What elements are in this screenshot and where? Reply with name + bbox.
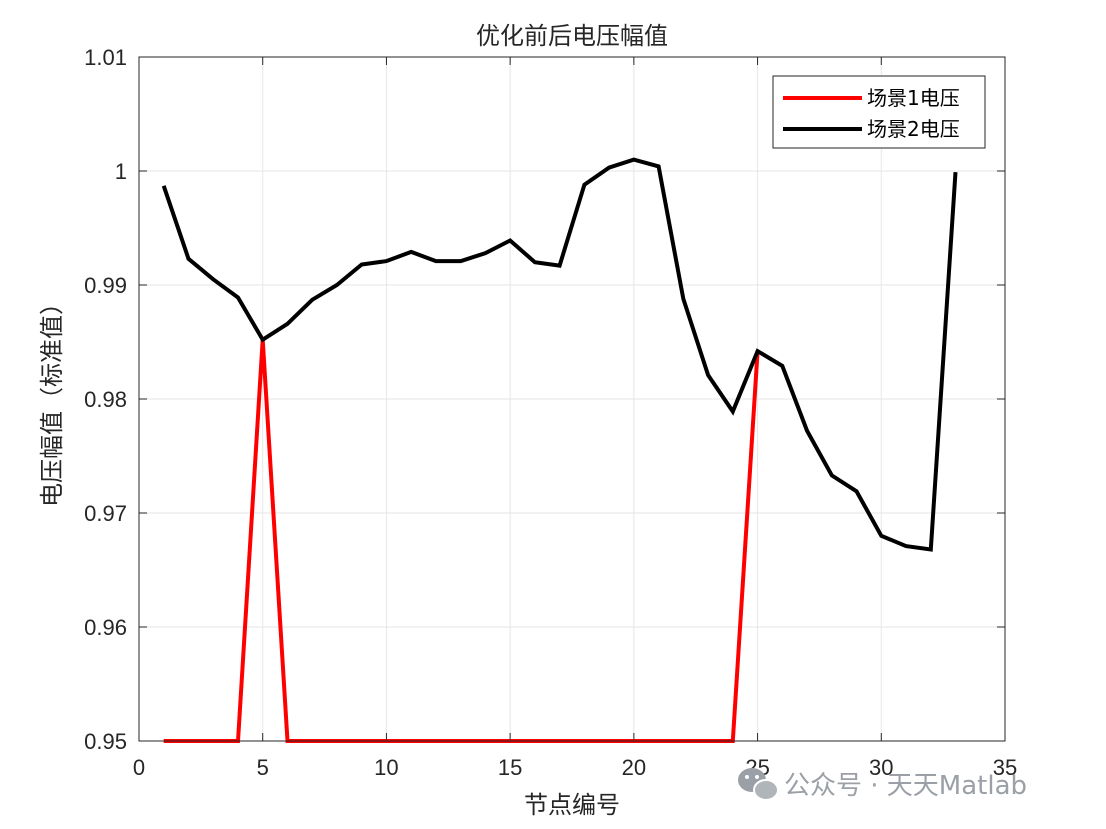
x-tick-label: 0	[133, 755, 145, 780]
x-tick-label: 10	[374, 755, 398, 780]
x-tick-label: 30	[869, 755, 893, 780]
y-tick-label: 0.98	[84, 387, 127, 412]
watermark: 公众号 · 天天Matlab	[738, 768, 1027, 801]
y-axis-label: 电压幅值（标准值）	[38, 291, 66, 507]
y-tick-label: 0.96	[84, 615, 127, 640]
y-tick-label: 0.99	[84, 273, 127, 298]
x-axis-label: 节点编号	[524, 791, 620, 819]
legend-box	[772, 75, 986, 149]
series-line-2	[161, 157, 958, 552]
y-tick-label: 0.97	[84, 501, 127, 526]
x-tick-label: 5	[257, 755, 269, 780]
y-tick-label: 1	[115, 159, 127, 184]
x-tick-label: 15	[498, 755, 522, 780]
y-tick-label: 1.01	[84, 45, 127, 70]
y-tick-label: 0.95	[84, 729, 127, 754]
legend-label-series-1: 场景1电压	[867, 86, 960, 110]
wechat-icon	[738, 768, 779, 801]
x-tick-label: 20	[622, 755, 646, 780]
watermark-text: 公众号 · 天天Matlab	[784, 771, 1027, 801]
legend-label-series-2: 场景2电压	[867, 117, 960, 141]
chart-title: 优化前后电压幅值	[476, 22, 668, 50]
grid	[139, 57, 1005, 741]
legend: 场景1电压 场景2电压	[772, 75, 986, 149]
x-tick-label: 35	[993, 755, 1017, 780]
